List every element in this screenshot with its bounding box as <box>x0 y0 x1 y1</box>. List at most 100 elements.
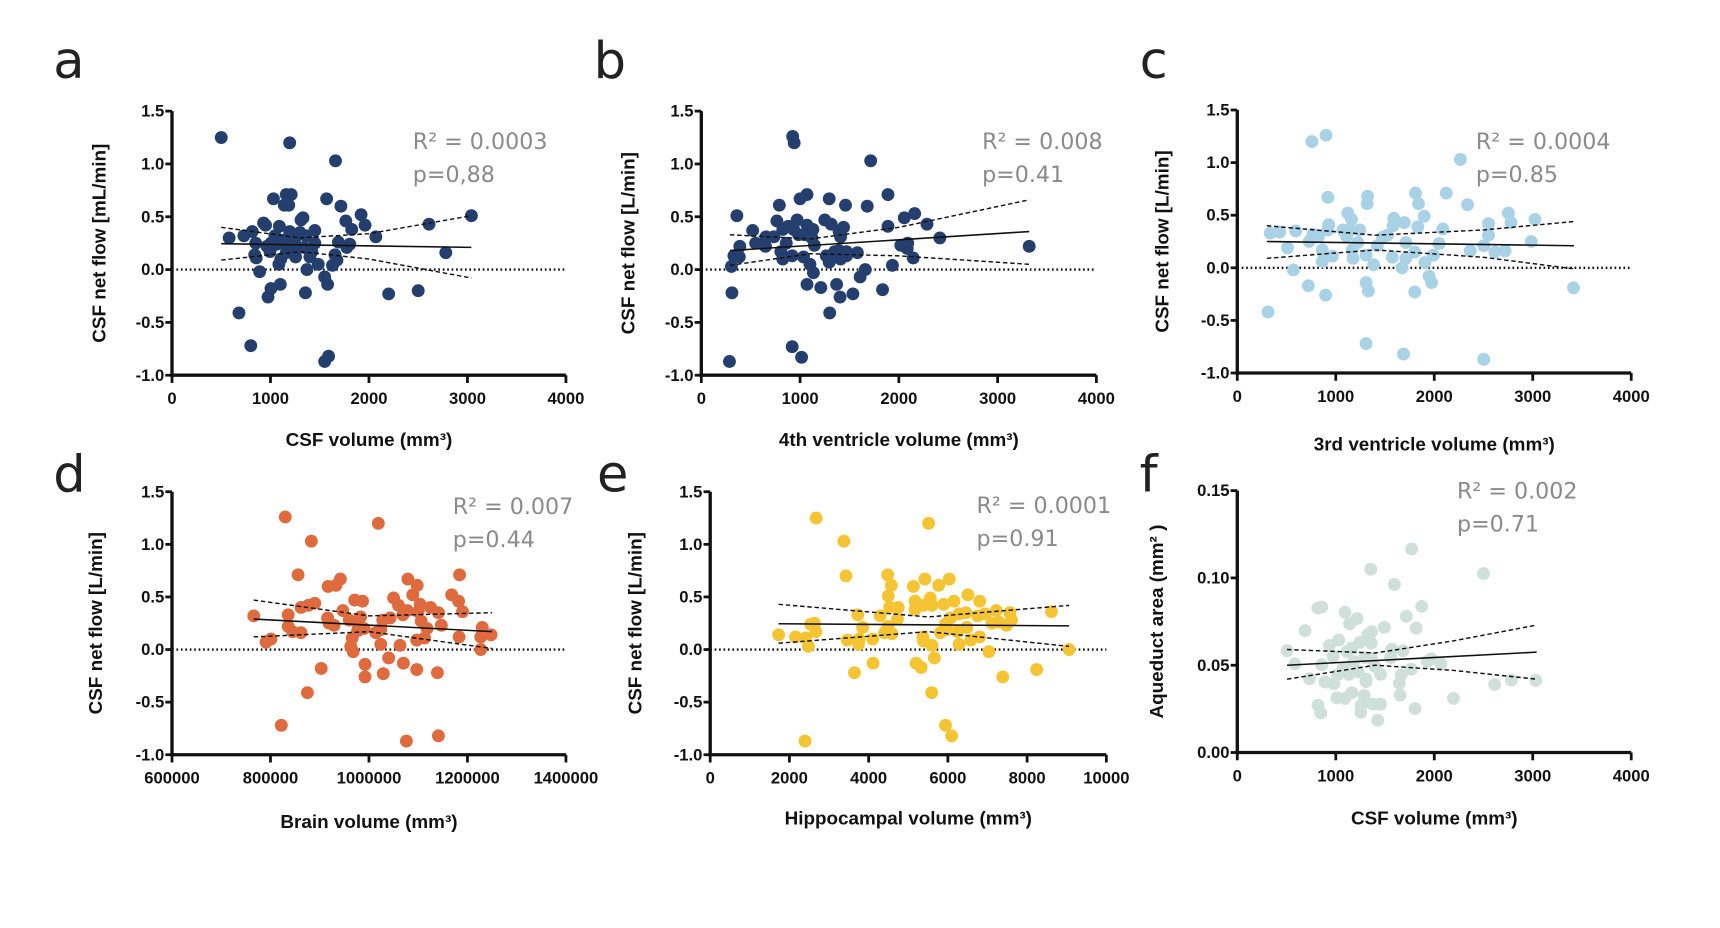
data-point <box>906 251 920 265</box>
regression-line <box>778 622 1070 627</box>
data-point <box>382 651 396 665</box>
y-tick-label: 0.0 <box>141 640 164 659</box>
data-point <box>334 199 348 213</box>
data-point <box>1374 697 1388 711</box>
data-point <box>759 239 772 253</box>
data-point <box>1408 285 1422 299</box>
data-point <box>1524 235 1538 248</box>
data-point <box>839 198 852 212</box>
data-point <box>1381 228 1394 242</box>
x-tick-label: 0 <box>697 389 706 408</box>
x-tick-label: 2000 <box>1416 766 1453 785</box>
data-point <box>260 239 274 253</box>
data-point <box>806 223 820 236</box>
x-tick-label: 3000 <box>1514 766 1551 785</box>
x-tick-label: 800000 <box>243 769 298 788</box>
data-point <box>846 287 860 301</box>
data-point <box>1338 691 1352 705</box>
x-axis-title: Hippocampal volume (mm³) <box>785 808 1032 829</box>
data-point <box>937 597 951 611</box>
data-point <box>809 625 823 639</box>
x-tick-label: 1000 <box>782 389 819 408</box>
data-point <box>259 218 272 232</box>
data-point <box>278 510 292 524</box>
data-point <box>1405 542 1419 556</box>
data-point <box>1030 663 1044 676</box>
data-point <box>1488 677 1502 691</box>
data-point <box>725 259 738 273</box>
y-tick-label: -1.0 <box>665 366 694 385</box>
data-point <box>358 670 372 684</box>
x-tick-label: 3000 <box>449 389 486 408</box>
data-point <box>356 594 370 608</box>
data-point <box>1504 216 1518 230</box>
data-point <box>730 209 744 223</box>
data-point <box>1463 244 1477 258</box>
data-point <box>797 250 810 264</box>
data-point <box>1289 224 1303 238</box>
data-point <box>1397 347 1410 361</box>
data-point <box>840 633 854 647</box>
data-point <box>453 568 467 582</box>
x-tick-label: 4000 <box>1613 387 1650 406</box>
y-tick-label: 0.05 <box>1197 656 1229 675</box>
data-point <box>1477 567 1490 580</box>
data-point <box>920 217 934 231</box>
data-point <box>1386 219 1400 233</box>
data-point <box>884 578 898 592</box>
data-point <box>1280 644 1294 658</box>
data-point <box>822 255 836 269</box>
data-point <box>249 251 263 265</box>
data-point <box>464 209 478 223</box>
p-value-annotation: p=0.41 <box>982 162 1064 188</box>
panel-label: a <box>53 32 84 91</box>
data-point <box>414 614 428 628</box>
data-point <box>823 306 837 320</box>
data-point <box>261 290 275 304</box>
data-point <box>746 224 760 237</box>
p-value-annotation: p=0.91 <box>977 526 1059 552</box>
r-squared-annotation: R² = 0.007 <box>453 494 574 520</box>
data-point <box>961 588 975 602</box>
x-tick-label: 600000 <box>144 769 199 788</box>
data-point <box>272 219 286 233</box>
x-tick-label: 2000 <box>350 389 387 408</box>
data-point <box>431 729 445 743</box>
data-point <box>927 651 941 665</box>
data-point <box>401 572 415 586</box>
data-point <box>1374 667 1388 681</box>
data-point <box>1364 562 1378 576</box>
x-tick-label: 3000 <box>979 389 1016 408</box>
data-point <box>322 349 336 363</box>
chart-panel-d: d 1.5 1.0 0.5 0.0 -0.5 -1.0 600000 800000 1000000… <box>53 446 598 832</box>
data-point <box>296 211 310 225</box>
data-point <box>456 605 469 619</box>
data-point <box>982 645 996 659</box>
x-tick-label: 6000 <box>929 769 966 788</box>
x-tick-label: 0 <box>167 389 176 408</box>
y-tick-label: 1.5 <box>679 482 702 501</box>
data-point <box>918 572 932 586</box>
x-axis-title: 4th ventricle volume (mm³) <box>779 429 1019 450</box>
data-point <box>793 192 807 206</box>
data-point <box>304 534 318 548</box>
data-point <box>1314 706 1328 720</box>
data-point <box>422 217 436 231</box>
y-tick-label: 1.0 <box>679 535 702 554</box>
data-point <box>371 516 385 530</box>
panel-label: f <box>1140 446 1159 505</box>
data-point <box>1409 186 1422 200</box>
data-point <box>1319 128 1333 142</box>
data-point <box>873 609 887 623</box>
data-point <box>828 245 842 259</box>
data-point <box>1454 153 1467 166</box>
data-point <box>881 568 895 582</box>
data-point <box>474 643 488 656</box>
data-point <box>1498 244 1512 258</box>
y-axis-title: CSF net flow [L/min] <box>1151 150 1172 332</box>
data-point <box>1377 620 1391 634</box>
data-point <box>772 628 786 642</box>
data-point <box>723 355 736 368</box>
data-point <box>232 306 246 320</box>
y-tick-label: 0.5 <box>670 207 693 226</box>
